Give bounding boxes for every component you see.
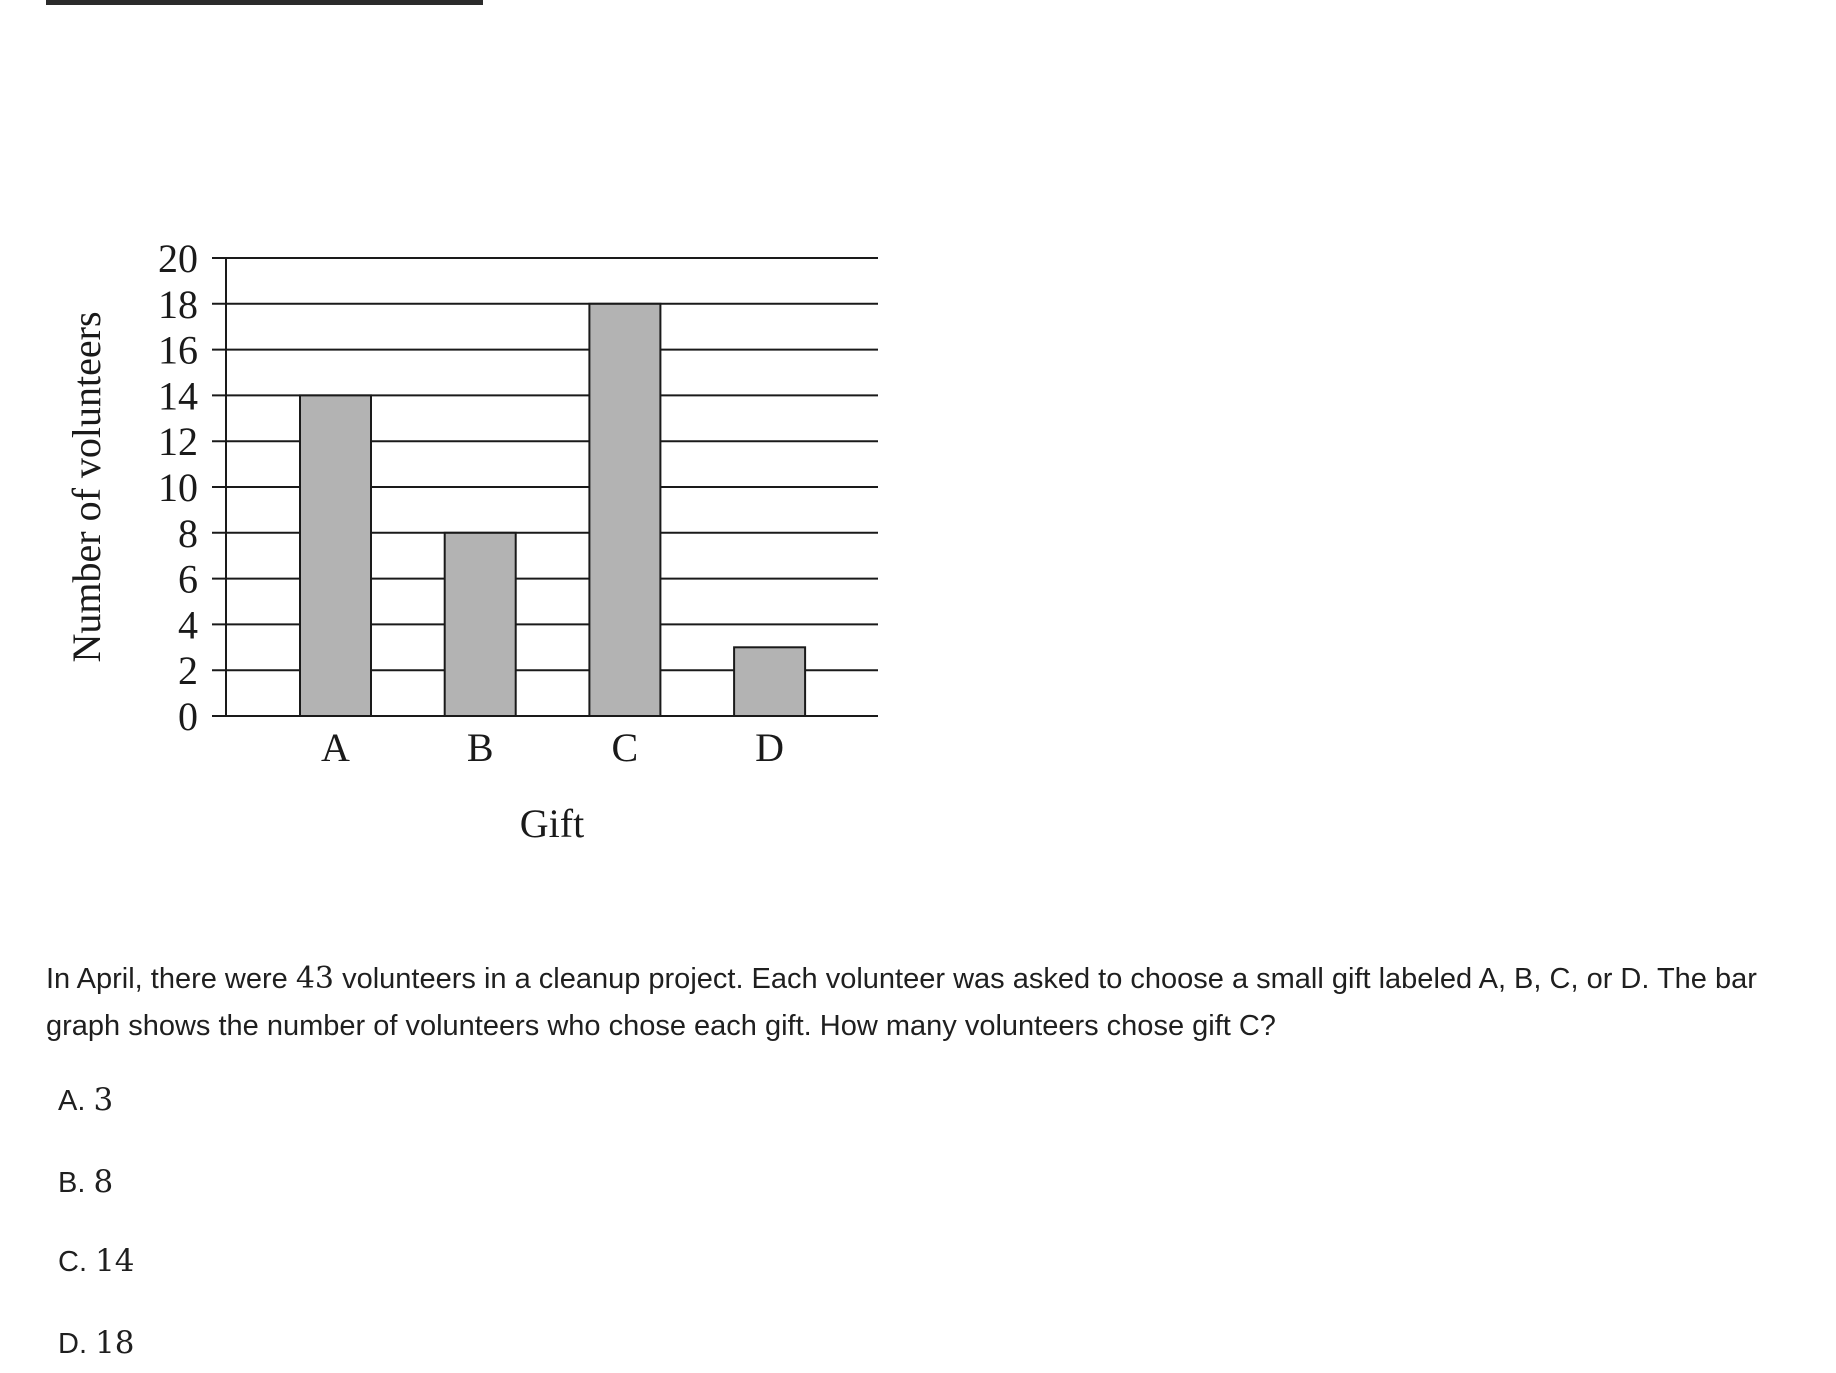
- y-tick-label: 14: [158, 373, 198, 418]
- y-axis-title: Number of volunteers: [64, 311, 109, 662]
- option-letter: A.: [58, 1085, 86, 1117]
- y-tick-label: 16: [158, 328, 198, 373]
- option-letter: C.: [58, 1246, 87, 1278]
- option-value: 3: [93, 1082, 114, 1118]
- x-tick-labels: A B C D: [321, 725, 784, 770]
- y-tick-label: 8: [178, 511, 198, 556]
- option-letter: B.: [58, 1167, 86, 1199]
- option-value: 18: [95, 1325, 135, 1361]
- y-tick-label: 12: [158, 419, 198, 464]
- bar-d: [733, 646, 807, 717]
- option-value: 8: [93, 1164, 114, 1200]
- x-tick-label: B: [467, 725, 494, 770]
- option-a[interactable]: A. 3: [58, 1082, 113, 1118]
- top-divider: [46, 0, 483, 5]
- question-part-1: In April, there were: [46, 963, 296, 995]
- y-tick-label: 0: [178, 694, 198, 739]
- y-tick-label: 2: [178, 648, 198, 693]
- y-tick-label: 4: [178, 602, 198, 647]
- bar-b: [443, 531, 517, 717]
- y-tick-label: 10: [158, 465, 198, 510]
- option-c[interactable]: C. 14: [58, 1243, 135, 1279]
- x-tick-label: D: [755, 725, 784, 770]
- question-part-2: volunteers in a cleanup project. Each vo…: [46, 963, 1757, 1042]
- x-tick-label: C: [612, 725, 639, 770]
- option-value: 14: [95, 1243, 135, 1279]
- question-number: 43: [295, 961, 335, 996]
- y-tick-label: 18: [158, 282, 198, 327]
- option-b[interactable]: B. 8: [58, 1164, 113, 1200]
- question-text: In April, there were 43 volunteers in a …: [46, 955, 1806, 1050]
- bar-c: [588, 302, 662, 717]
- option-d[interactable]: D. 18: [58, 1325, 135, 1361]
- y-tick-label: 20: [158, 236, 198, 281]
- x-tick-label: A: [321, 725, 350, 770]
- x-axis-title: Gift: [520, 801, 584, 846]
- bar-a: [299, 394, 372, 717]
- bars: [299, 302, 807, 717]
- y-tick-label: 6: [178, 557, 198, 602]
- option-letter: D.: [58, 1328, 87, 1360]
